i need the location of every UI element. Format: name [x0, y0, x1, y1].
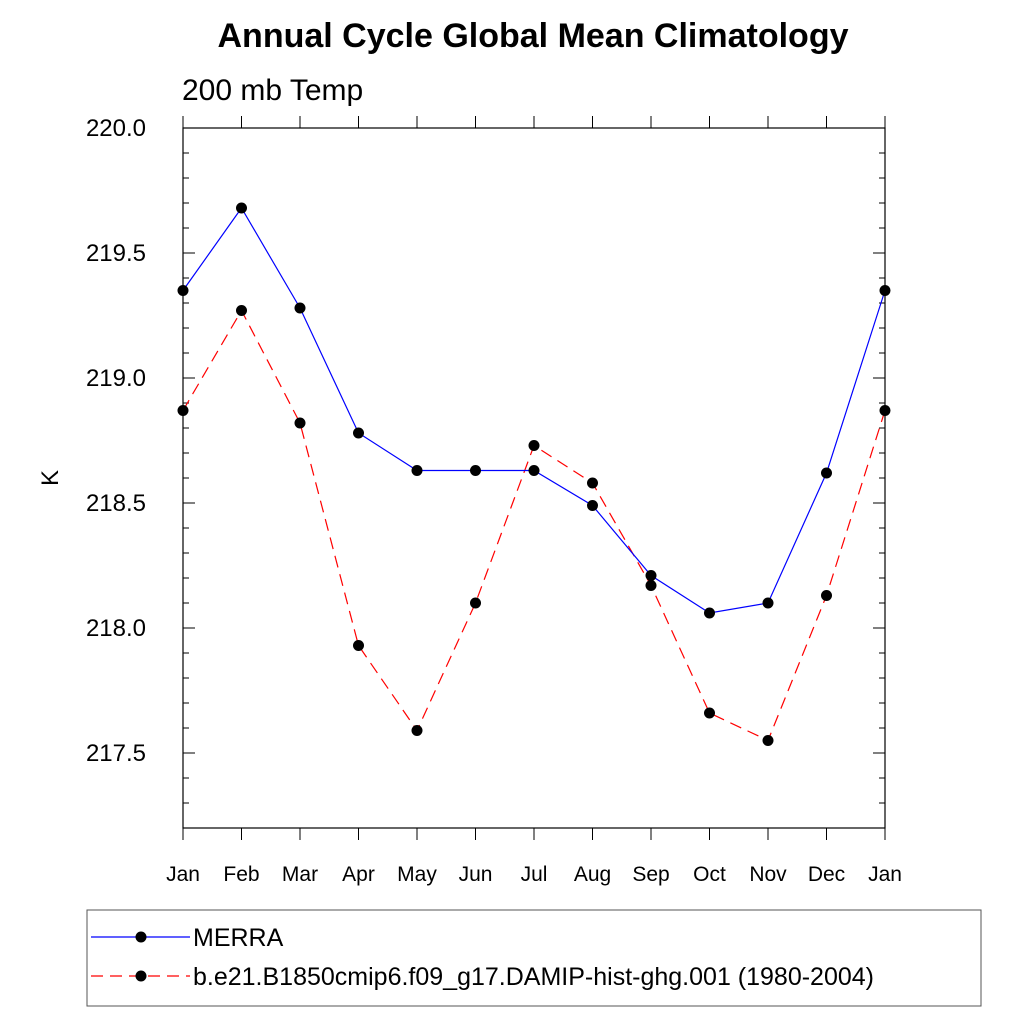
chart-subtitle: 200 mb Temp [182, 74, 363, 107]
x-tick-label: Feb [223, 863, 259, 886]
data-point [353, 640, 364, 651]
x-tick-label: Aug [574, 863, 611, 886]
x-tick-label: Sep [632, 863, 669, 886]
legend-label: MERRA [193, 924, 284, 952]
data-point [704, 607, 715, 619]
legend: MERRA b.e21.B1850cmip6.f09_g17.DAMIP-hist… [86, 909, 982, 1007]
x-tick-label: Apr [342, 863, 375, 886]
y-tick-label: 219.5 [86, 240, 146, 267]
y-axis-label: K [37, 470, 64, 486]
y-tick-label: 220.0 [86, 115, 146, 142]
data-point [353, 427, 364, 439]
data-point [762, 597, 774, 609]
x-tick-label: Jan [868, 863, 902, 886]
data-point [704, 707, 715, 719]
data-point [879, 405, 891, 416]
y-tick-label: 218.0 [86, 615, 146, 642]
series-merra [177, 202, 891, 619]
data-point [177, 405, 189, 416]
data-point [587, 500, 598, 511]
x-tick-label: Jan [166, 863, 200, 886]
x-tick-label: Nov [749, 863, 787, 886]
data-point [645, 570, 657, 581]
data-point [470, 465, 481, 476]
y-tick-label: 217.5 [86, 740, 146, 767]
data-point [528, 440, 540, 451]
data-point [411, 725, 423, 736]
data-point [236, 202, 247, 214]
data-point [821, 590, 832, 601]
data-point [528, 465, 540, 476]
data-point [879, 285, 891, 296]
data-point [294, 302, 306, 314]
data-point [587, 477, 598, 489]
x-tick-label: May [397, 863, 437, 886]
x-tick-label: Dec [808, 863, 845, 886]
data-point [411, 465, 423, 476]
y-tick-label: 218.5 [86, 490, 146, 517]
series-line [182, 206, 886, 614]
legend-marker [135, 931, 147, 943]
x-tick-label: Oct [693, 863, 726, 886]
data-point [762, 735, 774, 746]
series-layer [177, 202, 891, 746]
series-model [177, 305, 891, 746]
legend-box [86, 909, 982, 1007]
series-line [182, 309, 886, 742]
data-point [294, 417, 306, 429]
legend-label: b.e21.B1850cmip6.f09_g17.DAMIP-hist-ghg.… [193, 963, 874, 991]
chart-title: Annual Cycle Global Mean Climatology [218, 17, 849, 55]
data-point [645, 580, 657, 591]
x-tick-label: Mar [282, 863, 318, 886]
data-point [821, 467, 832, 479]
legend-marker [135, 970, 147, 982]
y-tick-label: 219.0 [86, 365, 146, 392]
data-point [236, 305, 247, 316]
x-tick-label: Jul [521, 863, 548, 886]
data-point [177, 285, 189, 296]
plot-frame [182, 127, 886, 829]
x-tick-label: Jun [459, 863, 493, 886]
plot-axes: 220.0 219.5 219.0 218.5 218.0 217.5 Jan Feb Mar A… [86, 115, 902, 886]
data-point [470, 597, 481, 609]
